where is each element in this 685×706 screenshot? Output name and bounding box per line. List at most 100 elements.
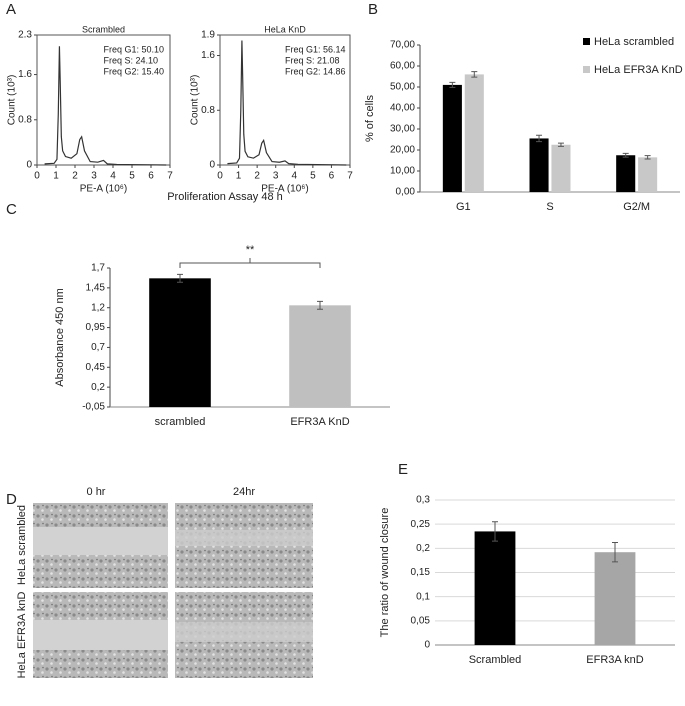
annotation: Freq G1: 56.14 xyxy=(285,44,346,54)
x-tick-label: 6 xyxy=(148,171,154,182)
error-bar xyxy=(317,300,323,310)
error-bar xyxy=(492,521,498,542)
x-tick-label: 3 xyxy=(91,171,97,182)
y-tick-label: 1,2 xyxy=(91,302,105,313)
bar xyxy=(464,74,484,192)
error-bar xyxy=(622,152,629,158)
bar xyxy=(551,144,571,192)
y-axis-label: % of cells xyxy=(364,94,376,142)
chart-title: HeLa KnD xyxy=(264,24,306,34)
x-tick-label: Scrambled xyxy=(469,654,522,666)
plot-frame xyxy=(36,34,171,166)
y-tick-label: 10,00 xyxy=(390,166,415,177)
y-tick-label: 0 xyxy=(26,160,32,171)
x-axis-label: PE-A (10⁶) xyxy=(80,184,127,195)
error-bar xyxy=(644,155,651,160)
y-tick-label: 0,3 xyxy=(416,495,430,506)
annotation: ** xyxy=(246,244,255,256)
y-tick-label: 0,05 xyxy=(411,615,431,626)
y-tick-label: 50,00 xyxy=(390,82,415,93)
y-tick-label: 1,7 xyxy=(91,263,105,274)
error-bar xyxy=(177,273,183,283)
row-label: HeLa scrambled xyxy=(16,505,28,585)
bar xyxy=(616,155,636,192)
x-tick-label: 0 xyxy=(34,171,40,182)
histogram xyxy=(227,40,347,166)
histogram xyxy=(44,46,167,166)
y-tick-label: 30,00 xyxy=(390,124,415,135)
error-bar xyxy=(612,542,618,563)
panel-label: B xyxy=(368,1,378,18)
x-tick-label: EFR3A KnD xyxy=(290,416,349,428)
y-tick-label: 0,2 xyxy=(416,543,430,554)
y-tick-label: 0 xyxy=(209,160,215,171)
bar xyxy=(149,278,211,407)
y-tick-label: 0.8 xyxy=(201,105,215,116)
panel-label: A xyxy=(6,1,16,18)
column-label: 24hr xyxy=(233,486,255,498)
y-axis-label: Count (10³) xyxy=(190,75,201,126)
x-tick-label: scrambled xyxy=(155,416,206,428)
y-axis-label: Count (10³) xyxy=(7,75,18,126)
bar xyxy=(289,305,351,407)
bar xyxy=(638,157,658,192)
y-tick-label: 0 xyxy=(424,640,430,651)
y-tick-label: 0,45 xyxy=(86,362,106,373)
x-tick-label: 5 xyxy=(310,171,316,182)
x-tick-label: 0 xyxy=(217,171,223,182)
error-bar xyxy=(557,142,564,147)
x-tick-label: 1 xyxy=(53,171,59,182)
x-tick-label: 7 xyxy=(347,171,353,182)
wound-gap xyxy=(175,530,313,546)
annotation: Freq G2: 14.86 xyxy=(285,66,346,76)
y-tick-label: 0,25 xyxy=(411,519,431,530)
error-bar xyxy=(471,71,478,78)
y-tick-label: 1.9 xyxy=(201,30,215,41)
bar xyxy=(594,552,636,645)
bar xyxy=(474,531,516,645)
wound-gap xyxy=(33,620,168,650)
panel-label: D xyxy=(6,491,17,508)
chart-title: Scrambled xyxy=(82,24,125,34)
legend-label: HeLa scrambled xyxy=(594,36,674,48)
micrographs xyxy=(33,503,313,678)
x-tick-label: 2 xyxy=(254,171,260,182)
x-axis-label: PE-A (10⁶) xyxy=(261,184,308,195)
x-tick-label: G2/M xyxy=(623,201,650,213)
y-tick-label: 0,00 xyxy=(396,187,416,198)
significance-bracket xyxy=(179,258,321,268)
y-tick-label: -0,05 xyxy=(82,402,105,413)
annotation: Freq S: 24.10 xyxy=(104,55,159,65)
x-tick-label: 1 xyxy=(236,171,242,182)
x-tick-label: 6 xyxy=(329,171,335,182)
y-tick-label: 20,00 xyxy=(390,145,415,156)
y-tick-label: 1,45 xyxy=(86,282,106,293)
annotation: Freq S: 21.08 xyxy=(285,55,340,65)
x-tick-label: EFR3A knD xyxy=(586,654,644,666)
x-tick-label: 4 xyxy=(292,171,298,182)
panel-label: E xyxy=(398,461,408,478)
y-tick-label: 40,00 xyxy=(390,103,415,114)
x-tick-label: 2 xyxy=(72,171,78,182)
y-tick-label: 0.8 xyxy=(18,114,32,125)
chart-title: Proliferation Assay 48 h xyxy=(167,191,283,203)
annotation: Freq G1: 50.10 xyxy=(104,44,165,54)
wound-gap xyxy=(33,527,168,555)
legend-label: HeLa EFR3A KnD xyxy=(594,64,683,76)
y-axis-label: The ratio of wound closure xyxy=(379,508,391,638)
y-tick-label: 60,00 xyxy=(390,61,415,72)
plot-frame xyxy=(219,34,351,166)
y-tick-label: 0,7 xyxy=(91,342,105,353)
legend-swatch xyxy=(583,66,590,73)
error-bar xyxy=(449,81,456,88)
row-label: HeLa EFR3A knD xyxy=(16,592,28,679)
column-label: 0 hr xyxy=(87,486,106,498)
y-tick-label: 1.6 xyxy=(201,50,215,61)
y-tick-label: 70,00 xyxy=(390,40,415,51)
wound-gap xyxy=(175,622,313,642)
bar xyxy=(529,138,549,192)
x-tick-label: G1 xyxy=(456,201,471,213)
x-tick-label: 7 xyxy=(167,171,173,182)
legend-swatch xyxy=(583,38,590,45)
